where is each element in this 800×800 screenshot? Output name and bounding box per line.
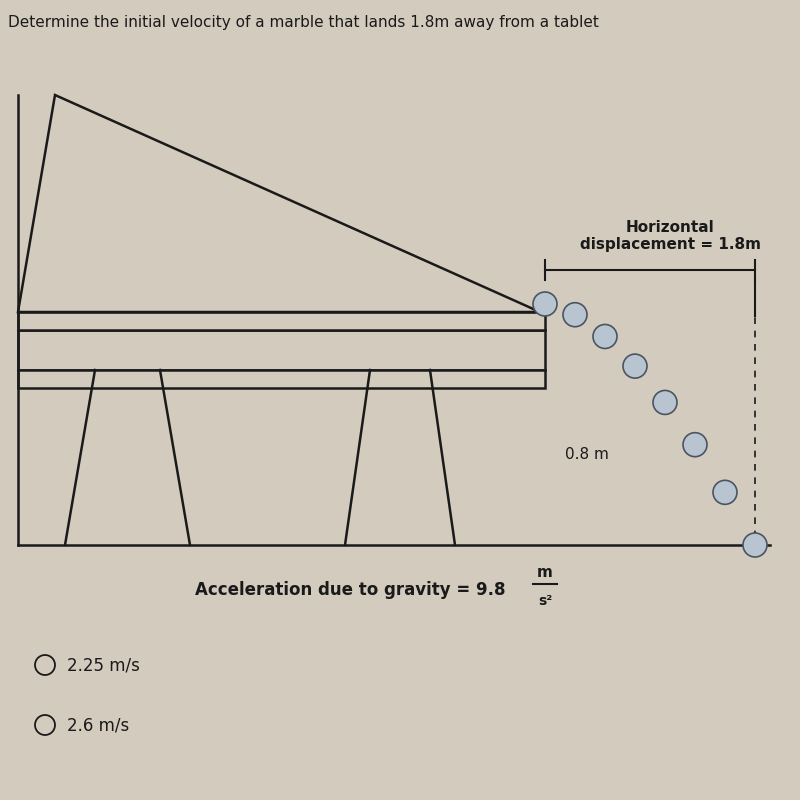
Bar xyxy=(18,330,545,370)
Circle shape xyxy=(593,325,617,349)
Text: 0.8 m: 0.8 m xyxy=(565,447,609,462)
Text: Horizontal
displacement = 1.8m: Horizontal displacement = 1.8m xyxy=(579,219,761,252)
Text: Determine the initial velocity of a marble that lands 1.8m away from a tablet: Determine the initial velocity of a marb… xyxy=(8,15,599,30)
Text: s²: s² xyxy=(538,594,552,608)
Text: 2.6 m/s: 2.6 m/s xyxy=(67,716,130,734)
Circle shape xyxy=(563,302,587,326)
Circle shape xyxy=(713,480,737,504)
Circle shape xyxy=(683,433,707,457)
Bar xyxy=(18,370,545,388)
Text: m: m xyxy=(537,565,553,580)
Text: 2.25 m/s: 2.25 m/s xyxy=(67,656,140,674)
Circle shape xyxy=(623,354,647,378)
Polygon shape xyxy=(18,95,540,312)
Circle shape xyxy=(743,533,767,557)
Bar xyxy=(18,312,545,330)
Circle shape xyxy=(533,292,557,316)
Text: Acceleration due to gravity = 9.8: Acceleration due to gravity = 9.8 xyxy=(194,581,506,599)
Circle shape xyxy=(653,390,677,414)
